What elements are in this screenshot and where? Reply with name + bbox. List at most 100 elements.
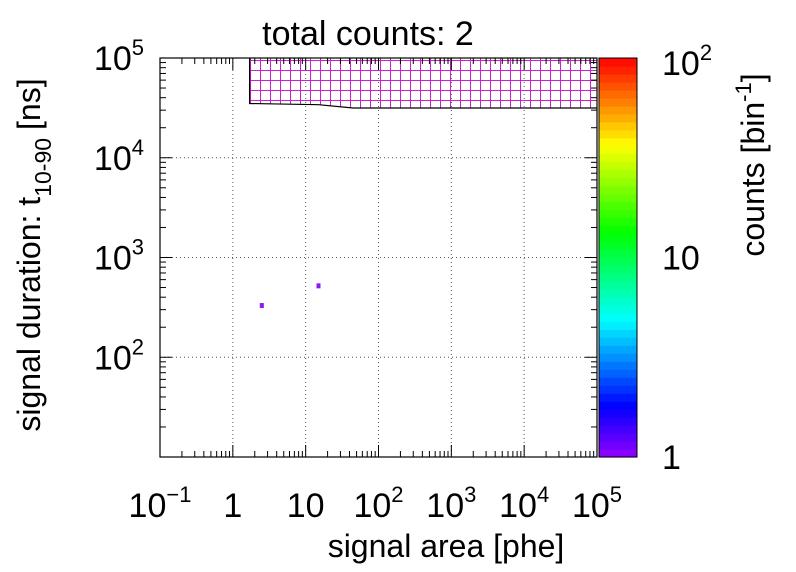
y-tick-label-base: 10	[94, 339, 132, 377]
x-tick-label: 105	[572, 482, 622, 525]
colorbar-band	[599, 217, 637, 227]
y-tick-label-exp: 2	[132, 334, 144, 359]
colorbar-tick-label-base: 1	[662, 439, 681, 477]
x-tick-label: 1	[223, 487, 242, 525]
plot-frame	[159, 57, 598, 458]
colorbar-band	[599, 161, 637, 171]
colorbar-band	[599, 409, 637, 418]
colorbar-band	[599, 257, 637, 267]
colorbar-band	[599, 58, 637, 67]
x-tick-label-base: 10	[499, 487, 537, 525]
excluded-region	[249, 58, 597, 109]
colorbar-label-exp: -1	[731, 82, 756, 102]
colorbar-band	[599, 345, 637, 354]
colorbar-band	[599, 265, 637, 275]
x-tick-labels: 10−1 1 10 102 103 104 105	[129, 482, 623, 525]
y-tick-label-exp: 3	[132, 235, 144, 260]
colorbar-tick-label-base: 10	[662, 240, 700, 278]
colorbar-label-main: counts [bin	[735, 102, 771, 257]
colorbar-band	[599, 249, 637, 259]
x-tick-label: 102	[353, 482, 403, 525]
y-axis-label-main: signal duration: t	[11, 197, 47, 432]
y-tick-label-base: 10	[94, 140, 132, 178]
colorbar-band	[599, 425, 637, 434]
colorbar	[599, 58, 637, 458]
y-axis-label-sub: 10-90	[30, 138, 56, 197]
colorbar-band	[599, 297, 637, 306]
colorbar-tick-label: 1	[662, 439, 681, 477]
data-points	[259, 283, 321, 309]
colorbar-band	[599, 337, 637, 346]
y-tick-label-base: 10	[94, 240, 132, 278]
colorbar-band	[599, 369, 637, 378]
colorbar-band	[599, 273, 637, 283]
colorbar-tick-label-base: 10	[662, 45, 700, 83]
x-tick-label-exp: 4	[537, 482, 549, 507]
colorbar-band	[599, 201, 637, 211]
plot-area	[160, 58, 597, 457]
colorbar-band	[599, 241, 637, 251]
colorbar-band	[599, 225, 637, 235]
colorbar-band	[599, 417, 637, 426]
y-tick-label: 103	[94, 235, 144, 278]
x-tick-label-base: 10	[353, 487, 391, 525]
colorbar-band	[599, 441, 637, 450]
x-tick-label-base: 10	[129, 487, 167, 525]
colorbar-band	[599, 97, 637, 107]
y-tick-label: 102	[94, 334, 144, 377]
grid-lines	[160, 58, 597, 457]
excluded-region-boundary	[249, 58, 597, 109]
data-point	[259, 303, 264, 309]
colorbar-band	[599, 329, 637, 338]
colorbar-tick-label: 10	[662, 240, 700, 278]
colorbar-band	[599, 385, 637, 394]
colorbar-band	[599, 377, 637, 386]
colorbar-band	[599, 153, 637, 163]
x-tick-label: 103	[426, 482, 476, 525]
colorbar-band	[599, 449, 637, 458]
colorbar-band	[599, 89, 637, 99]
y-tick-label-exp: 5	[132, 35, 144, 60]
colorbar-band	[599, 193, 637, 203]
colorbar-band	[599, 321, 637, 330]
colorbar-band	[599, 289, 637, 298]
colorbar-band	[599, 313, 637, 322]
colorbar-band	[599, 177, 637, 187]
y-axis-label: signal duration: t10-90 [ns]	[11, 78, 56, 431]
colorbar-band	[599, 121, 637, 131]
x-tick-label-base: 10	[572, 487, 610, 525]
y-tick-label: 105	[94, 35, 144, 78]
colorbar-label-close: ]	[735, 73, 771, 82]
colorbar-band	[599, 433, 637, 442]
colorbar-band	[599, 169, 637, 179]
x-axis-label: signal area [phe]	[328, 528, 565, 564]
x-tick-label-base: 10	[287, 487, 325, 525]
x-tick-label-exp: −1	[166, 482, 191, 507]
colorbar-band	[599, 353, 637, 362]
x-tick-label-exp: 5	[610, 482, 622, 507]
colorbar-band	[599, 65, 637, 75]
colorbar-tick-label: 102	[662, 40, 712, 83]
colorbar-band	[599, 145, 637, 155]
colorbar-band	[599, 185, 637, 195]
axis-ticks	[159, 58, 597, 458]
colorbar-band	[599, 361, 637, 370]
colorbar-band	[599, 81, 637, 91]
colorbar-frame	[598, 57, 638, 458]
y-tick-label-exp: 4	[132, 135, 144, 160]
x-tick-label-exp: 3	[464, 482, 476, 507]
colorbar-band	[599, 305, 637, 314]
chart-title: total counts: 2	[262, 15, 474, 53]
colorbar-band	[599, 137, 637, 147]
colorbar-band	[599, 401, 637, 410]
colorbar-band	[599, 105, 637, 115]
x-tick-label: 10−1	[129, 482, 192, 525]
data-point	[316, 283, 321, 289]
colorbar-band	[599, 73, 637, 83]
colorbar-band	[599, 233, 637, 243]
y-axis-label-unit: [ns]	[11, 78, 47, 130]
x-tick-label: 10	[287, 487, 325, 525]
colorbar-band	[599, 281, 637, 291]
excluded-region-fill	[249, 58, 597, 108]
